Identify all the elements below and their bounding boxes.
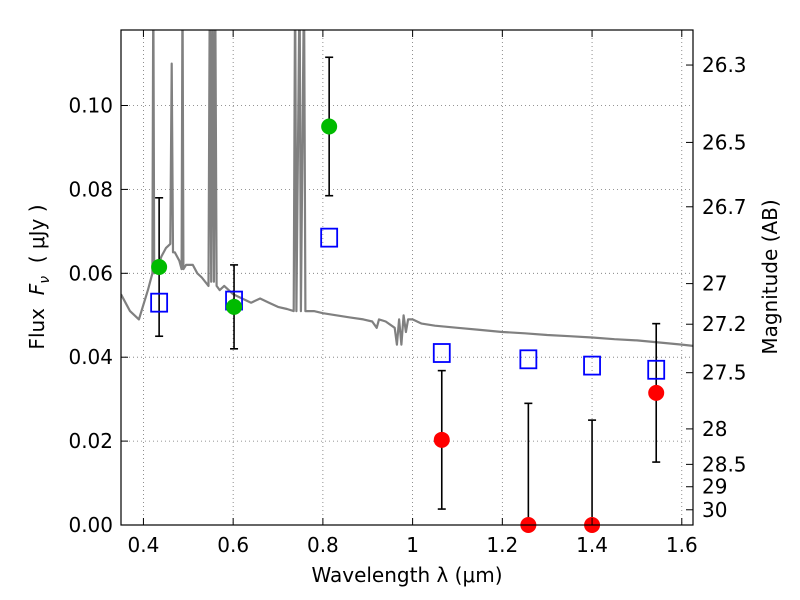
model-point	[320, 227, 339, 248]
y2-tick-label: 28	[702, 417, 727, 441]
y-tick-label: 0.00	[68, 513, 113, 537]
x-axis-title: Wavelength λ (μm)	[311, 563, 502, 587]
plot-background	[121, 30, 693, 525]
spectrum-line	[121, 30, 693, 347]
y2-tick-label: 29	[702, 475, 727, 499]
y2-tick-label: 26.5	[702, 130, 747, 154]
y2-axis-title: Magnitude (AB)	[758, 199, 782, 354]
y2-tick-label: 27	[702, 272, 727, 296]
y2-tick-label: 30	[702, 498, 727, 522]
plot-frame	[120, 29, 694, 526]
photometry-point	[433, 431, 450, 448]
y2-tick-label: 27.2	[702, 312, 747, 336]
photometry-point	[321, 118, 338, 135]
model-point	[647, 359, 666, 380]
y-axis-title-suffix: ( μJy )	[25, 204, 49, 276]
x-tick-label: 1.6	[666, 533, 698, 557]
x-tick-label: 1.4	[576, 533, 608, 557]
markers	[150, 118, 666, 533]
y2-tick-label: 26.3	[702, 53, 747, 77]
y-tick-label: 0.04	[68, 345, 113, 369]
y-axis-title-symbol: F	[25, 283, 49, 295]
y2-tick-label: 28.5	[702, 452, 747, 476]
ticks: 0.4 0.6 0.8 1 1.2 1.4 1.6 0.00 0.02 0.04 0.06 0.08 0…	[68, 30, 747, 557]
model-point	[519, 349, 538, 370]
y-axis-title: Flux Fν ( μJy )	[25, 204, 53, 349]
x-tick-label: 1	[406, 533, 419, 557]
y-tick-label: 0.06	[68, 261, 113, 285]
photometry-point	[151, 259, 168, 276]
model-point	[150, 292, 169, 313]
x-tick-label: 1.2	[486, 533, 518, 557]
photometry-point	[226, 298, 243, 315]
y2-tick-label: 26.7	[702, 195, 747, 219]
x-tick-label: 0.6	[217, 533, 249, 557]
model-point	[432, 343, 451, 363]
x-tick-label: 0.4	[128, 533, 160, 557]
y-axis-title-prefix: Flux	[25, 295, 49, 349]
y2-tick-label: 27.5	[702, 361, 747, 385]
y-tick-label: 0.02	[68, 429, 113, 453]
photometry-point	[648, 384, 665, 401]
y-tick-label: 0.08	[68, 177, 113, 201]
model-point	[583, 355, 601, 376]
y-axis-title-subscript: ν	[37, 276, 53, 284]
spectrum-layer	[121, 30, 693, 347]
x-tick-label: 0.8	[307, 533, 339, 557]
y-tick-label: 0.10	[68, 94, 113, 118]
